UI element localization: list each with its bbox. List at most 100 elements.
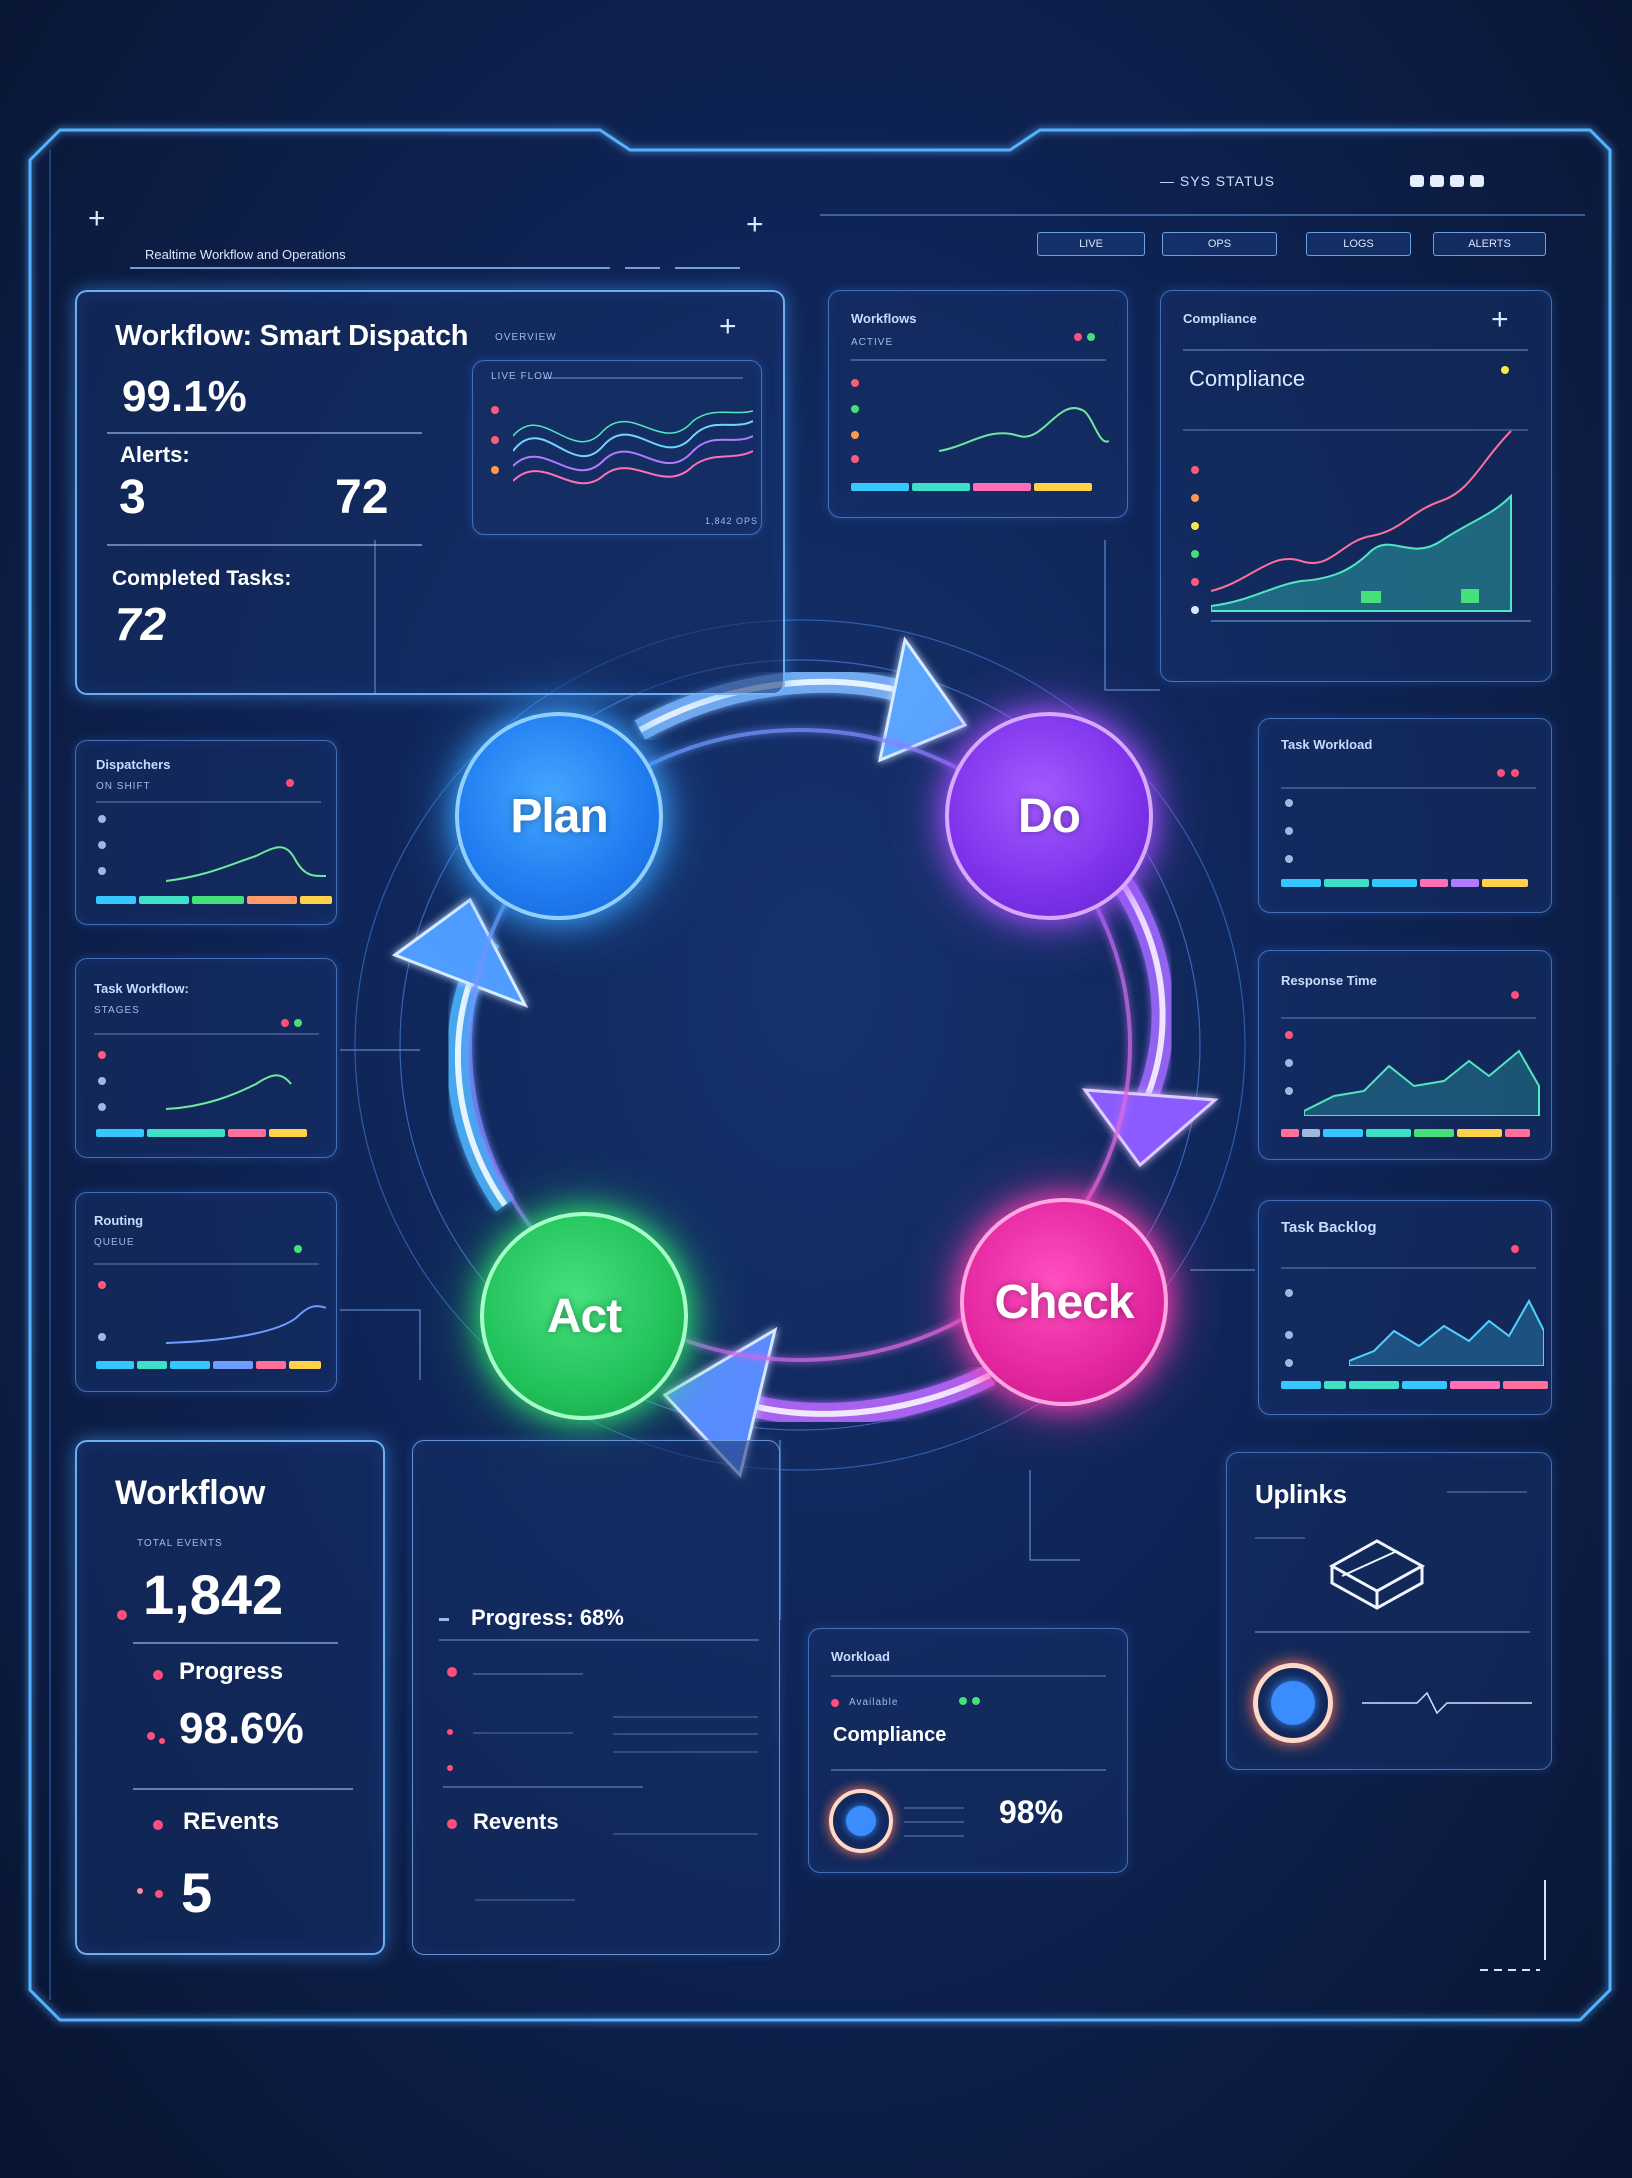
routing-title: Routing [94, 1213, 144, 1228]
status-dot [972, 1697, 980, 1705]
response-time-card[interactable]: Response Time [1258, 950, 1552, 1160]
divider [443, 1786, 643, 1788]
compliance-summary-heading: Compliance [833, 1724, 947, 1746]
divider [1447, 1491, 1527, 1493]
workload-title: Workload [831, 1649, 890, 1664]
header-dots [1410, 175, 1484, 187]
header-button-alerts[interactable]: ALERTS [1433, 232, 1546, 256]
cube-icon [1328, 1539, 1426, 1610]
legend-dot [159, 1738, 165, 1744]
dispatchers-title: Dispatchers [96, 757, 171, 772]
uplinks-card[interactable]: Uplinks [1226, 1452, 1552, 1770]
plus-icon[interactable]: + [88, 202, 106, 235]
divider [1281, 1017, 1536, 1019]
legend-dot [1191, 522, 1199, 530]
progress-card[interactable]: ▬ Progress: 68% Revents [412, 1440, 780, 1955]
task-workflow-subtitle: STAGES [94, 1005, 140, 1016]
dispatchers-progress-bar [96, 896, 332, 904]
legend-dot [851, 379, 859, 387]
task-backlog-area-chart [1349, 1298, 1544, 1366]
workflow-summary-title: Workflow [115, 1474, 265, 1512]
cycle-node-do[interactable]: Do [945, 712, 1153, 920]
legend-dot [1191, 494, 1199, 502]
cycle-node-check[interactable]: Check [960, 1198, 1168, 1406]
plus-icon[interactable]: + [1491, 303, 1509, 336]
divider [613, 1751, 758, 1753]
status-dot [294, 1019, 302, 1027]
legend-dot [1191, 550, 1199, 558]
legend-dot [491, 436, 499, 444]
routing-progress-bar [96, 1361, 321, 1369]
status-dot [1501, 366, 1509, 374]
header-button-logs[interactable]: LOGS [1306, 232, 1411, 256]
workflow-summary-card[interactable]: Workflow TOTAL EVENTS 1,842 Progress 98.… [75, 1440, 385, 1955]
compliance-card-title: Compliance [1183, 311, 1257, 326]
divider [107, 544, 422, 546]
workflows-card[interactable]: Workflows ACTIVE [828, 290, 1128, 518]
workflows-line-chart [939, 407, 1109, 452]
legend-dot [98, 1051, 106, 1059]
legend-dot [1285, 799, 1293, 807]
cycle-node-act[interactable]: Act [480, 1212, 688, 1420]
legend-dot [98, 1103, 106, 1111]
ring-target-icon [829, 1789, 893, 1853]
smart-dispatch-title-suffix: OVERVIEW [495, 332, 557, 343]
dispatchers-subtitle: ON SHIFT [96, 781, 151, 792]
divider [613, 1716, 758, 1718]
routing-line-chart [166, 1305, 326, 1344]
status-dot [281, 1019, 289, 1027]
divider [851, 359, 1106, 361]
progress-card-prefix: ▬ [439, 1613, 450, 1624]
progress-card-events-label: Revents [473, 1809, 559, 1834]
plus-icon[interactable]: + [719, 310, 737, 343]
cycle-node-plan[interactable]: Plan [455, 712, 663, 920]
legend-dot [851, 405, 859, 413]
divider [96, 801, 321, 803]
task-workload-card[interactable]: Task Workload [1258, 718, 1552, 913]
plus-icon[interactable]: + [746, 208, 764, 241]
divider [475, 1899, 575, 1901]
status-dot [1074, 333, 1082, 341]
legend-dot [155, 1890, 163, 1898]
dispatchers-card[interactable]: Dispatchers ON SHIFT [75, 740, 337, 925]
legend-dot [98, 1333, 106, 1341]
progress-value: 98.6% [179, 1704, 304, 1753]
live-flow-footer: 1,842 OPS [705, 516, 759, 526]
routing-card[interactable]: Routing QUEUE [75, 1192, 337, 1392]
response-time-title: Response Time [1281, 973, 1377, 988]
available-label: Available [849, 1697, 899, 1708]
legend-dot [1285, 1289, 1293, 1297]
legend-dot [491, 406, 499, 414]
header-subtitle: Realtime Workflow and Operations [145, 247, 346, 262]
ring-target-icon [1253, 1663, 1333, 1743]
legend-dot [147, 1732, 155, 1740]
legend-dot [117, 1610, 127, 1620]
status-dot [1497, 769, 1505, 777]
compliance-heading: Compliance [1189, 366, 1306, 391]
compliance-summary-card[interactable]: Workload Available Compliance 98% [808, 1628, 1128, 1873]
compliance-summary-value: 98% [999, 1794, 1064, 1830]
header-button-live[interactable]: LIVE [1037, 232, 1145, 256]
signal-line [1362, 1691, 1532, 1715]
header-button-ops[interactable]: OPS [1162, 232, 1277, 256]
divider [904, 1821, 964, 1823]
divider [94, 1033, 319, 1035]
task-backlog-card[interactable]: Task Backlog [1258, 1200, 1552, 1415]
smart-dispatch-card[interactable]: Workflow: Smart Dispatch OVERVIEW + 99.1… [75, 290, 785, 695]
divider [107, 432, 422, 434]
legend-dot [831, 1699, 839, 1707]
header-status-label: — SYS STATUS [1160, 173, 1275, 189]
legend-dot [1285, 827, 1293, 835]
divider [1281, 787, 1536, 789]
task-workflow-title: Task Workflow: [94, 981, 189, 996]
legend-dot [98, 1077, 106, 1085]
task-workflow-card[interactable]: Task Workflow: STAGES [75, 958, 337, 1158]
compliance-area-chart [1211, 430, 1531, 622]
divider [1255, 1537, 1305, 1539]
legend-dot [447, 1729, 453, 1735]
status-dot [959, 1697, 967, 1705]
compliance-chart-card[interactable]: Compliance + Compliance [1160, 290, 1552, 682]
legend-dot [851, 455, 859, 463]
divider [613, 1733, 758, 1735]
task-workload-title: Task Workload [1281, 737, 1373, 752]
